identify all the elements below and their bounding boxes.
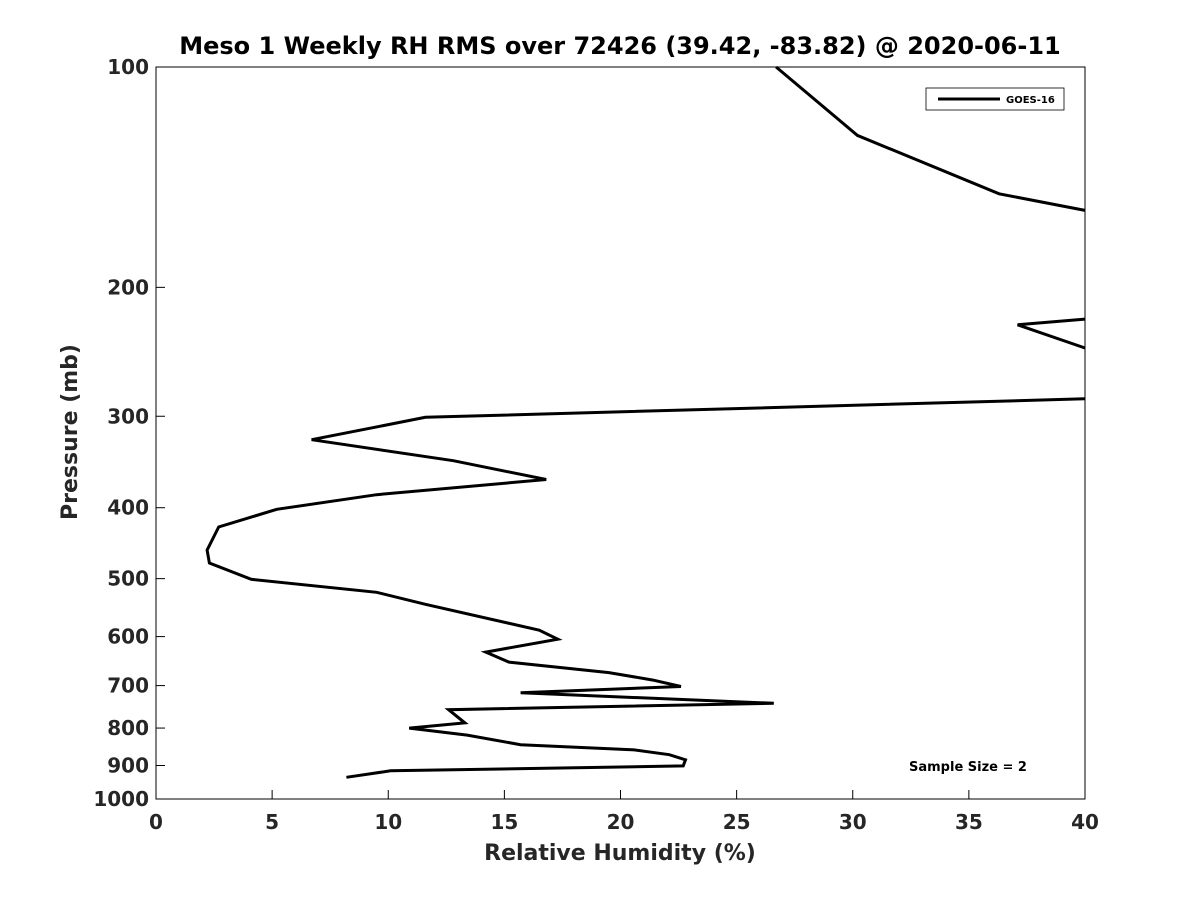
x-axis-label: Relative Humidity (%) [484, 841, 756, 866]
y-axis-label: Pressure (mb) [58, 344, 83, 520]
sample-size-annotation: Sample Size = 2 [909, 760, 1027, 775]
y-tick-label: 500 [107, 567, 149, 591]
y-tick-label: 700 [107, 674, 149, 698]
plot-frame [155, 66, 1086, 800]
x-tick-label: 0 [149, 810, 163, 834]
y-tick-label: 100 [107, 55, 149, 79]
axis-ticks: 0 5 10 15 20 25 30 35 40 100 200 300 400 500 600 700 800… [93, 55, 1099, 834]
y-tick-label: 800 [107, 716, 149, 740]
x-tick-label: 20 [607, 810, 635, 834]
x-tick-label: 5 [265, 810, 279, 834]
x-tick-label: 25 [723, 810, 751, 834]
chart-title: Meso 1 Weekly RH RMS over 72426 (39.42, … [179, 32, 1061, 60]
y-tick-label: 600 [107, 625, 149, 649]
x-tick-label: 15 [490, 810, 518, 834]
y-tick-label: 400 [107, 496, 149, 520]
y-tick-label: 1000 [93, 787, 149, 811]
series-line-goes16 [205, 65, 1086, 779]
x-tick-label: 35 [955, 810, 983, 834]
y-tick-label: 200 [107, 275, 149, 299]
x-tick-label: 40 [1071, 810, 1099, 834]
x-tick-label: 30 [839, 810, 867, 834]
x-tick-label: 10 [374, 810, 402, 834]
legend: GOES-16 [925, 87, 1065, 111]
y-tick-label: 300 [107, 404, 149, 428]
legend-entry-goes16: GOES-16 [1006, 95, 1055, 106]
y-tick-label: 900 [107, 754, 149, 778]
series-layer [205, 65, 1086, 779]
